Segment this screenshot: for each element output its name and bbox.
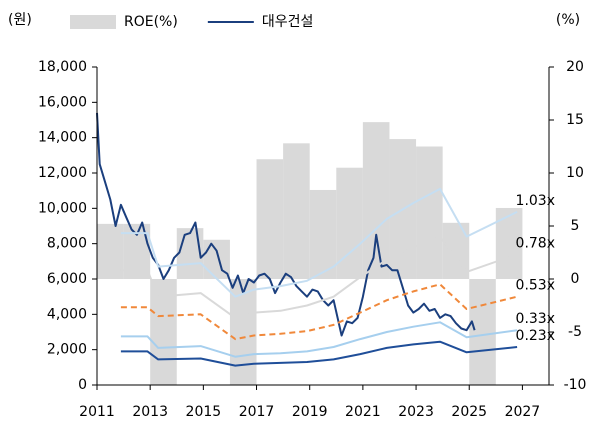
band-label: 0.78x [516,235,555,251]
y-unit: (원) [8,12,32,28]
band-label: 1.03x [516,193,555,209]
band-line [120,187,518,298]
band-label: 0.23x [516,328,555,344]
y-tick-label: 4,000 [47,306,87,322]
y2-tick-label: -5 [568,324,582,340]
roe-bar [97,223,124,279]
legend-swatch [70,15,116,29]
band-line [120,340,518,367]
x-tick-label: 2021 [345,404,381,420]
y-tick-label: 8,000 [47,236,87,252]
y2-unit: (%) [556,12,580,28]
x-tick-label: 2015 [186,404,222,420]
y-tick-label: 10,000 [38,200,87,216]
roe-bar [256,159,284,279]
y2-tick-label: -10 [564,377,587,393]
y-tick-label: 2,000 [47,342,87,358]
band-label: 0.33x [516,311,555,327]
legend-label: 대우건설 [262,14,314,30]
y2-tick-label: 15 [566,112,584,128]
y2-tick-label: 5 [571,218,580,234]
y2-tick-label: 20 [566,59,584,75]
roe-bar [336,167,363,279]
y-tick-label: 16,000 [38,94,87,110]
band-line [120,321,518,358]
x-tick-label: 2017 [239,404,275,420]
y-tick-label: 14,000 [38,130,87,146]
x-tick-label: 2023 [398,404,434,420]
band-label: 0.53x [516,278,555,294]
y-tick-label: 18,000 [38,59,87,75]
roe-bar [416,146,443,279]
y-tick-label: 0 [78,377,87,393]
x-tick-label: 2027 [505,404,541,420]
y2-tick-label: 0 [571,271,580,287]
roe-bar [283,143,310,279]
roe-bar [176,228,204,279]
x-tick-label: 2011 [79,404,115,420]
band-line [120,235,518,319]
x-tick-label: 2013 [132,404,168,420]
y-tick-label: 6,000 [47,271,87,287]
y-tick-label: 12,000 [38,165,87,181]
y2-tick-label: 10 [566,165,584,181]
roe-bar [362,122,390,280]
x-tick-label: 2019 [292,404,328,420]
roe-bar [469,279,496,385]
band-line [120,283,518,341]
legend-label: ROE(%) [124,14,178,30]
x-tick-label: 2025 [451,404,487,420]
roe-bar [309,189,337,279]
